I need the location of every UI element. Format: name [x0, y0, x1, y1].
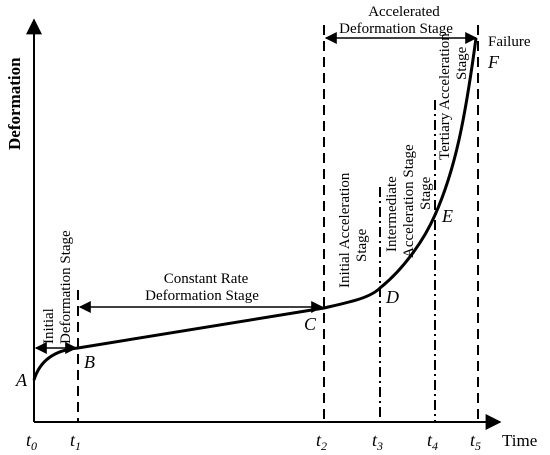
svg-text:Constant Rate: Constant Rate	[164, 271, 249, 287]
x-axis-label: Time	[502, 431, 537, 450]
svg-text:Deformation Stage: Deformation Stage	[58, 230, 74, 344]
svg-text:t5: t5	[470, 430, 481, 453]
svg-text:t3: t3	[372, 430, 383, 453]
y-axis-label: Deformation	[5, 57, 24, 150]
svg-text:t1: t1	[70, 430, 81, 453]
point-D: D	[385, 287, 399, 307]
svg-text:Initial Acceleration: Initial Acceleration	[337, 172, 353, 288]
constant-rate-stage-label: Constant Rate Deformation Stage	[145, 271, 259, 304]
point-E: E	[441, 206, 453, 226]
tick-t1: t1	[70, 430, 81, 453]
creep-curve	[32, 37, 478, 381]
point-F: F	[487, 52, 500, 72]
svg-text:Intermediate: Intermediate	[384, 176, 400, 252]
point-C: C	[304, 314, 317, 334]
svg-text:t0: t0	[26, 430, 37, 453]
intermediate-acceleration-stage-label: Intermediate Acceleration Stage Stage	[384, 144, 434, 258]
svg-text:Deformation Stage: Deformation Stage	[145, 288, 259, 304]
tertiary-acceleration-stage-label: Tertiary Acceleration Stage	[437, 33, 470, 160]
svg-text:Acceleration Stage: Acceleration Stage	[401, 144, 417, 258]
tick-t4: t4	[427, 430, 438, 453]
tick-t0: t0	[26, 430, 37, 453]
svg-text:Stage: Stage	[354, 228, 370, 262]
initial-deformation-stage-label: Initial Deformation Stage	[41, 230, 74, 344]
svg-text:Deformation Stage: Deformation Stage	[339, 21, 453, 37]
accelerated-stage-label: Accelerated Deformation Stage	[339, 4, 453, 37]
svg-text:Tertiary Acceleration: Tertiary Acceleration	[437, 33, 453, 160]
failure-label: Failure	[488, 34, 531, 50]
svg-text:Initial: Initial	[41, 308, 57, 344]
point-A: A	[15, 370, 28, 390]
svg-text:Stage: Stage	[454, 46, 470, 80]
tick-t3: t3	[372, 430, 383, 453]
point-B: B	[84, 352, 95, 372]
svg-text:Accelerated: Accelerated	[368, 4, 440, 20]
svg-text:t2: t2	[316, 430, 327, 453]
svg-text:Stage: Stage	[418, 176, 434, 210]
tick-t5: t5	[470, 430, 481, 453]
tick-t2: t2	[316, 430, 327, 453]
svg-text:t4: t4	[427, 430, 438, 453]
initial-acceleration-stage-label: Initial Acceleration Stage	[337, 172, 370, 288]
